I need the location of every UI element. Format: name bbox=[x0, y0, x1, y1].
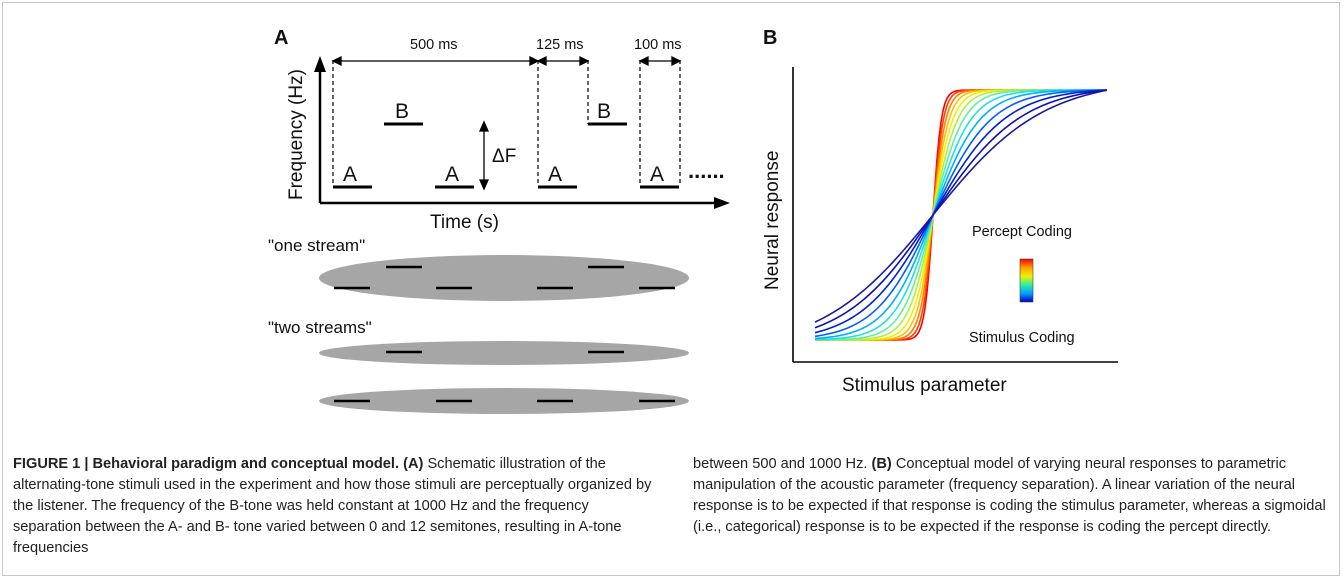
tone-a-label-1: A bbox=[343, 163, 357, 186]
a-stream-ellipse bbox=[319, 388, 689, 414]
continuation-dots: ...... bbox=[688, 158, 725, 183]
delta-f-label: ΔF bbox=[492, 146, 516, 167]
coding-colorbar bbox=[1019, 258, 1034, 303]
response-curve bbox=[814, 89, 1108, 338]
one-stream-tones bbox=[334, 265, 675, 290]
caption-right-column: between 500 and 1000 Hz. (B) Conceptual … bbox=[693, 454, 1333, 538]
timing-dimensions bbox=[331, 55, 682, 67]
caption-right-text-2: Conceptual model of varying neural respo… bbox=[693, 456, 1326, 535]
tone-bars bbox=[333, 122, 679, 189]
frequency-axis-label: Frequency (Hz) bbox=[286, 69, 307, 200]
response-curve bbox=[814, 89, 1107, 341]
stimulus-axis-label: Stimulus parameter bbox=[842, 375, 1007, 396]
caption-a-marker: (A) bbox=[403, 456, 424, 472]
caption-left-text: Schematic illustration of the alternatin… bbox=[13, 456, 652, 556]
response-curves bbox=[814, 89, 1108, 341]
response-axis-label: Neural response bbox=[762, 151, 783, 290]
caption-left-column: FIGURE 1 | Behavioral paradigm and conce… bbox=[13, 454, 653, 559]
response-curve bbox=[814, 89, 1108, 329]
dim-125-label: 125 ms bbox=[536, 37, 584, 53]
tone-b-label-2: B bbox=[597, 100, 611, 123]
figure-label: FIGURE 1 | Behavioral paradigm and conce… bbox=[13, 456, 400, 472]
frequency-axis-arrow bbox=[314, 56, 326, 72]
panel-a-label: A bbox=[274, 27, 288, 49]
caption-right-text-1: between 500 and 1000 Hz. bbox=[693, 456, 868, 472]
one-stream-ellipse bbox=[319, 255, 689, 301]
response-curve bbox=[814, 89, 1108, 323]
response-curve bbox=[814, 89, 1108, 334]
delta-f-arrow bbox=[478, 120, 490, 191]
two-streams-label: "two streams" bbox=[268, 318, 372, 337]
tone-a-label-3: A bbox=[548, 163, 562, 186]
tone-a-label-2: A bbox=[445, 163, 459, 186]
panel-b-label: B bbox=[763, 27, 777, 49]
response-curve bbox=[814, 89, 1108, 340]
panel-a: A Frequency (Hz) Time (s) 500 m bbox=[268, 27, 730, 414]
tone-a-label-4: A bbox=[650, 163, 664, 186]
timing-guides bbox=[332, 60, 681, 186]
dim-500-label: 500 ms bbox=[410, 37, 458, 53]
response-curve bbox=[814, 89, 1107, 341]
stimulus-coding-label: Stimulus Coding bbox=[969, 330, 1075, 346]
percept-coding-label: Percept Coding bbox=[972, 224, 1072, 240]
dim-100-label: 100 ms bbox=[634, 37, 682, 53]
one-stream-label: "one stream" bbox=[268, 236, 365, 255]
b-stream-ellipse bbox=[319, 341, 689, 365]
tone-b-label-1: B bbox=[395, 100, 409, 123]
panel-b: B Neural response Stimulus parameter Per… bbox=[762, 27, 1118, 396]
caption-b-marker: (B) bbox=[871, 456, 892, 472]
time-axis-label: Time (s) bbox=[430, 212, 499, 233]
time-axis-arrow bbox=[714, 197, 730, 209]
